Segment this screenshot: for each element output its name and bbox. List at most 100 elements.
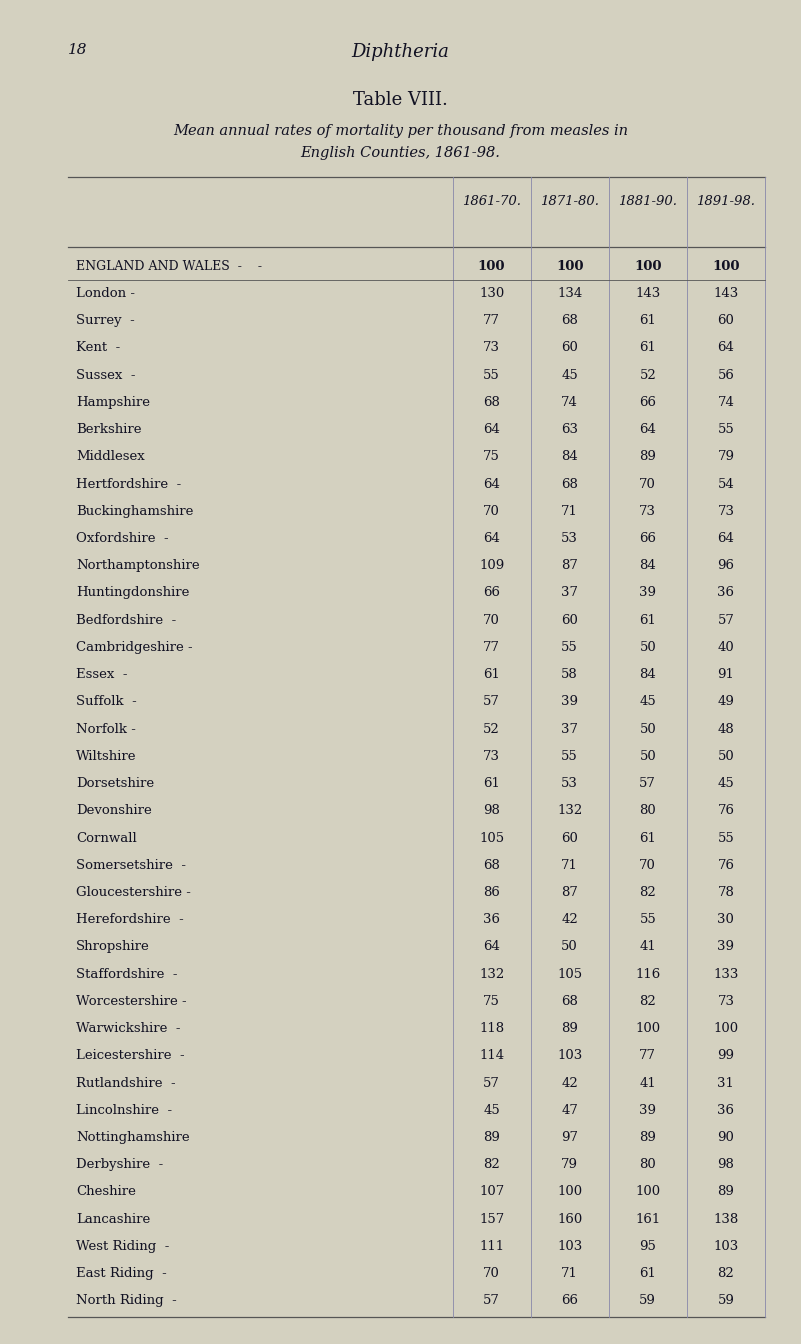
Text: 52: 52	[483, 723, 500, 735]
Text: 49: 49	[718, 695, 735, 708]
Text: 98: 98	[718, 1159, 735, 1171]
Text: 64: 64	[718, 341, 735, 355]
Text: 100: 100	[635, 1021, 660, 1035]
Text: Worcestershire -: Worcestershire -	[76, 995, 187, 1008]
Text: 84: 84	[639, 559, 656, 573]
Text: 70: 70	[483, 505, 500, 517]
Text: 77: 77	[483, 314, 500, 327]
Text: Gloucestershire -: Gloucestershire -	[76, 886, 191, 899]
Text: Suffolk  -: Suffolk -	[76, 695, 137, 708]
Text: Lincolnshire  -: Lincolnshire -	[76, 1103, 172, 1117]
Text: 100: 100	[634, 259, 662, 273]
Text: 73: 73	[483, 341, 500, 355]
Text: 64: 64	[639, 423, 656, 437]
Text: 73: 73	[639, 505, 656, 517]
Text: 89: 89	[718, 1185, 735, 1199]
Text: 61: 61	[483, 777, 500, 790]
Text: 143: 143	[635, 288, 661, 300]
Text: 42: 42	[562, 913, 578, 926]
Text: 61: 61	[639, 1267, 656, 1279]
Text: Essex  -: Essex -	[76, 668, 127, 681]
Text: 39: 39	[562, 695, 578, 708]
Text: 59: 59	[718, 1294, 735, 1308]
Text: 161: 161	[635, 1212, 661, 1226]
Text: Somersetshire  -: Somersetshire -	[76, 859, 186, 872]
Text: 96: 96	[718, 559, 735, 573]
Text: 61: 61	[639, 832, 656, 844]
Text: 100: 100	[635, 1185, 660, 1199]
Text: 100: 100	[714, 1021, 739, 1035]
Text: 74: 74	[718, 396, 735, 409]
Text: Diphtheria: Diphtheria	[352, 43, 449, 60]
Text: 82: 82	[639, 886, 656, 899]
Text: 64: 64	[483, 532, 500, 546]
Text: 1881-90.: 1881-90.	[618, 195, 678, 208]
Text: Sussex  -: Sussex -	[76, 368, 135, 382]
Text: Cambridgeshire -: Cambridgeshire -	[76, 641, 193, 655]
Text: ENGLAND AND WALES  -    -: ENGLAND AND WALES - -	[76, 259, 262, 273]
Text: 30: 30	[718, 913, 735, 926]
Text: 100: 100	[712, 259, 739, 273]
Text: 50: 50	[639, 641, 656, 655]
Text: 1891-98.: 1891-98.	[696, 195, 755, 208]
Text: 82: 82	[718, 1267, 735, 1279]
Text: 75: 75	[483, 995, 500, 1008]
Text: 71: 71	[562, 1267, 578, 1279]
Text: 71: 71	[562, 505, 578, 517]
Text: 70: 70	[483, 1267, 500, 1279]
Text: Norfolk -: Norfolk -	[76, 723, 136, 735]
Text: Rutlandshire  -: Rutlandshire -	[76, 1077, 175, 1090]
Text: Cornwall: Cornwall	[76, 832, 137, 844]
Text: 36: 36	[718, 1103, 735, 1117]
Text: 61: 61	[639, 614, 656, 626]
Text: Lancashire: Lancashire	[76, 1212, 151, 1226]
Text: 61: 61	[639, 341, 656, 355]
Text: Bedfordshire  -: Bedfordshire -	[76, 614, 176, 626]
Text: 42: 42	[562, 1077, 578, 1090]
Text: 60: 60	[718, 314, 735, 327]
Text: Wiltshire: Wiltshire	[76, 750, 137, 763]
Text: Devonshire: Devonshire	[76, 804, 152, 817]
Text: 143: 143	[713, 288, 739, 300]
Text: 71: 71	[562, 859, 578, 872]
Text: 74: 74	[562, 396, 578, 409]
Text: Herefordshire  -: Herefordshire -	[76, 913, 184, 926]
Text: Warwickshire  -: Warwickshire -	[76, 1021, 180, 1035]
Text: 100: 100	[557, 1185, 582, 1199]
Text: 68: 68	[483, 396, 500, 409]
Text: 132: 132	[479, 968, 505, 981]
Text: 66: 66	[562, 1294, 578, 1308]
Text: 160: 160	[557, 1212, 582, 1226]
Text: 59: 59	[639, 1294, 656, 1308]
Text: 66: 66	[483, 586, 500, 599]
Text: 66: 66	[639, 532, 656, 546]
Text: 31: 31	[718, 1077, 735, 1090]
Text: 47: 47	[562, 1103, 578, 1117]
Text: 57: 57	[483, 695, 500, 708]
Text: 56: 56	[718, 368, 735, 382]
Text: 50: 50	[639, 750, 656, 763]
Text: 80: 80	[639, 1159, 656, 1171]
Text: 107: 107	[479, 1185, 505, 1199]
Text: 68: 68	[562, 995, 578, 1008]
Text: 52: 52	[639, 368, 656, 382]
Text: 78: 78	[718, 886, 735, 899]
Text: 82: 82	[639, 995, 656, 1008]
Text: 73: 73	[718, 505, 735, 517]
Text: 50: 50	[639, 723, 656, 735]
Text: 55: 55	[639, 913, 656, 926]
Text: London -: London -	[76, 288, 135, 300]
Text: 54: 54	[718, 477, 735, 491]
Text: 60: 60	[562, 832, 578, 844]
Text: 61: 61	[639, 314, 656, 327]
Text: 87: 87	[562, 886, 578, 899]
Text: West Riding  -: West Riding -	[76, 1241, 170, 1253]
Text: 68: 68	[483, 859, 500, 872]
Text: Mean annual rates of mortality per thousand from measles in: Mean annual rates of mortality per thous…	[173, 124, 628, 137]
Text: Hampshire: Hampshire	[76, 396, 150, 409]
Text: 60: 60	[562, 341, 578, 355]
Text: 73: 73	[718, 995, 735, 1008]
Text: 134: 134	[557, 288, 582, 300]
Text: 77: 77	[483, 641, 500, 655]
Text: 87: 87	[562, 559, 578, 573]
